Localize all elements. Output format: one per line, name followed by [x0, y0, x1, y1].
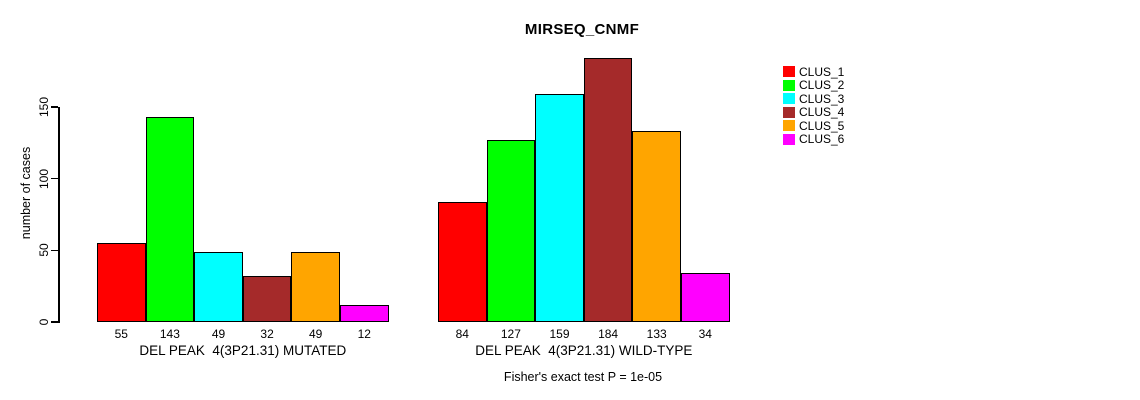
- bar-value-label: 34: [698, 327, 712, 341]
- bar-clus_4: [242, 276, 292, 322]
- y-tick-mark: [51, 106, 58, 108]
- y-axis-line: [58, 107, 60, 323]
- legend-color-swatch: [783, 66, 795, 77]
- legend-label: CLUS_5: [799, 118, 845, 133]
- legend-label: CLUS_6: [799, 132, 845, 146]
- bar-value-label: 49: [211, 327, 226, 341]
- y-tick-label: 150: [37, 96, 51, 118]
- bar-value-label: 127: [500, 327, 521, 341]
- bar-clus_5: [291, 251, 340, 322]
- bar-clus_5: [632, 131, 681, 322]
- y-tick-label: 100: [37, 168, 51, 189]
- bar-value-label: 32: [260, 327, 274, 341]
- bar-value-label: 84: [455, 327, 469, 341]
- x-axis-group-label: DEL PEAK 4(3P21.31) WILD-TYPE: [475, 343, 693, 358]
- legend-label: CLUS_2: [799, 78, 845, 92]
- legend-color-swatch: [783, 93, 795, 104]
- bar-clus_2: [145, 117, 195, 322]
- bar-clus_3: [535, 94, 584, 322]
- annotation-text: Fisher's exact test P = 1e-05: [503, 370, 663, 384]
- y-tick-mark: [51, 249, 58, 252]
- x-axis-group-label: DEL PEAK 4(3P21.31) MUTATED: [139, 343, 347, 358]
- bar-value-label: 55: [114, 327, 128, 341]
- legend-color-swatch: [783, 79, 795, 91]
- bar-clus_3: [194, 251, 243, 322]
- bar-value-label: 49: [309, 327, 323, 341]
- bar-clus_4: [583, 58, 633, 322]
- bar-value-label: 133: [646, 327, 667, 341]
- legend-color-swatch: [783, 106, 795, 118]
- y-tick-mark: [51, 321, 58, 323]
- bar-value-label: 12: [357, 327, 371, 341]
- y-axis-label: number of cases: [19, 146, 33, 240]
- bar-clus_1: [438, 201, 487, 322]
- bar-value-label: 143: [159, 327, 180, 341]
- bar-clus_6: [681, 273, 730, 322]
- bar-clus_1: [97, 243, 146, 322]
- chart-title: MIRSEQ_CNMF: [524, 21, 640, 38]
- legend-label: CLUS_4: [799, 105, 845, 119]
- y-tick-label: 0: [37, 318, 51, 326]
- legend-label: CLUS_3: [799, 91, 845, 106]
- bar-clus_6: [340, 304, 389, 322]
- y-tick-mark: [51, 177, 58, 180]
- bar-value-label: 159: [549, 327, 570, 341]
- legend-label: CLUS_1: [799, 64, 845, 79]
- legend-color-swatch: [783, 133, 795, 145]
- legend-color-swatch: [783, 120, 795, 131]
- bar-value-label: 184: [598, 327, 619, 341]
- bar-clus_2: [486, 139, 536, 322]
- y-tick-label: 50: [37, 243, 51, 258]
